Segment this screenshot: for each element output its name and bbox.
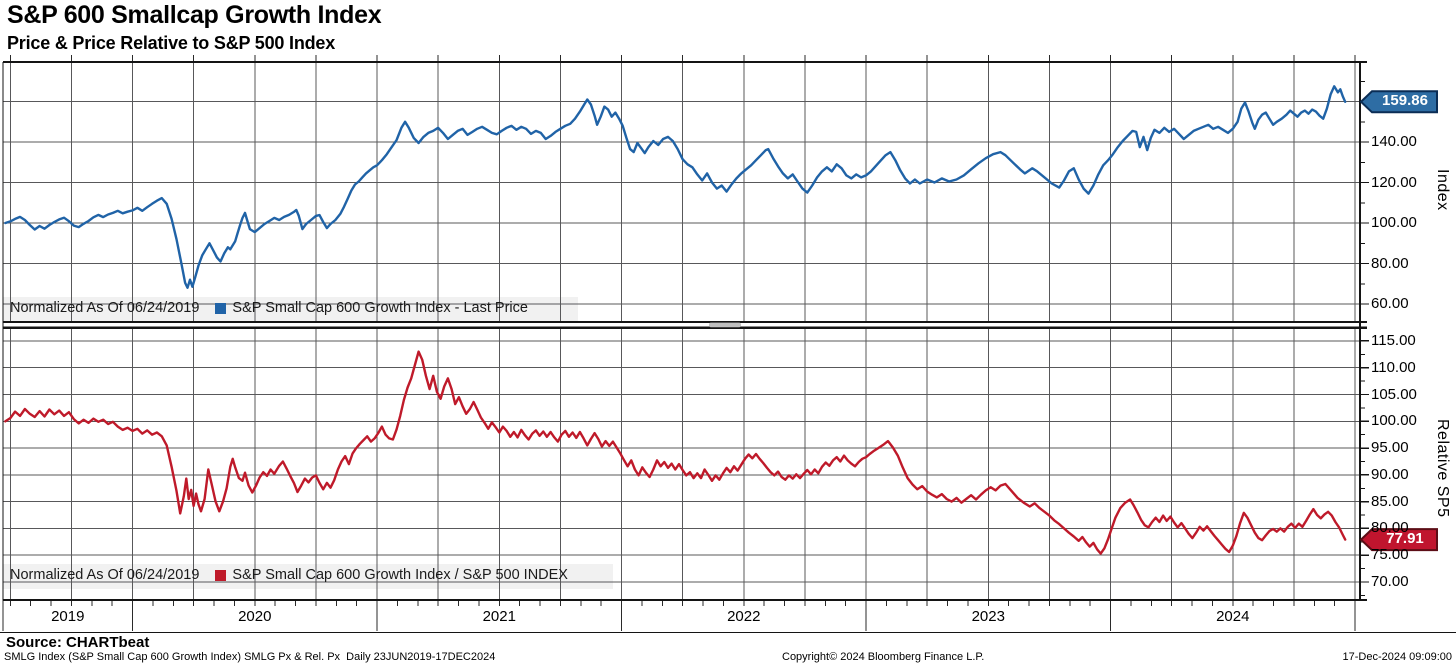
normalized-label-top: Normalized As Of 06/24/2019 bbox=[10, 300, 200, 316]
copyright-label: Copyright© 2024 Bloomberg Finance L.P. bbox=[782, 651, 985, 663]
legend-strip-top bbox=[3, 297, 578, 322]
normalized-label-bottom: Normalized As Of 06/24/2019 bbox=[10, 567, 200, 583]
source-label: Source: CHARTbeat bbox=[6, 634, 150, 651]
legend-series-top[interactable]: S&P Small Cap 600 Growth Index - Last Pr… bbox=[232, 300, 528, 316]
legend-series-bottom[interactable]: S&P Small Cap 600 Growth Index / S&P 500… bbox=[232, 567, 568, 583]
y-axis-title-index: Index bbox=[1434, 169, 1451, 211]
blue-series-swatch-icon bbox=[215, 302, 227, 314]
page-subtitle: Price & Price Relative to S&P 500 Index bbox=[7, 33, 336, 53]
y-axis-title-relative: Relative SP5 bbox=[1434, 418, 1451, 518]
legend-top: Normalized As Of 06/24/2019 S&P Small Ca… bbox=[10, 300, 528, 316]
series-line-1[interactable] bbox=[4, 350, 1347, 555]
red-series-swatch-icon bbox=[215, 569, 227, 581]
chart-description: SMLG Index (S&P Small Cap 600 Growth Ind… bbox=[4, 651, 496, 663]
timestamp-label: 17-Dec-2024 09:09:00 bbox=[1342, 651, 1452, 663]
last-price-flag-0 bbox=[1359, 90, 1438, 114]
last-price-badge-bottom: 77.91 bbox=[1386, 530, 1424, 548]
last-price-flag-1 bbox=[1359, 528, 1438, 552]
page-title: S&P 600 Smallcap Growth Index bbox=[7, 1, 382, 29]
panel-divider-handle[interactable] bbox=[709, 322, 741, 328]
last-price-badge-top: 159.86 bbox=[1382, 92, 1428, 110]
legend-bottom: Normalized As Of 06/24/2019 S&P Small Ca… bbox=[10, 567, 568, 583]
series-line-0[interactable] bbox=[4, 85, 1347, 289]
legend-strip-bottom bbox=[3, 564, 613, 589]
